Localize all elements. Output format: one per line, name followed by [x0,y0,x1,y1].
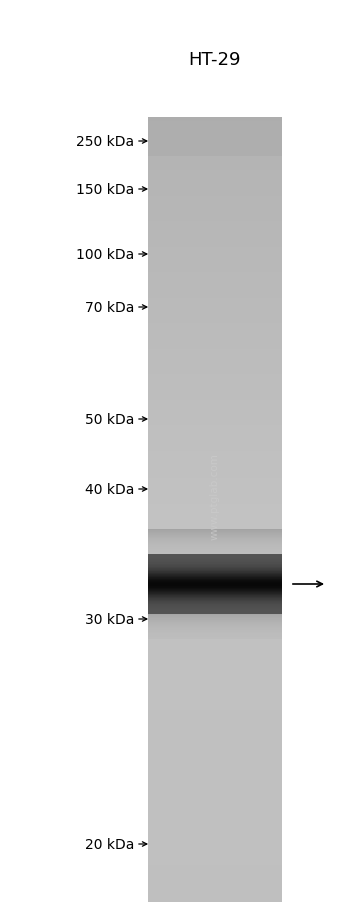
Text: 150 kDa: 150 kDa [76,183,134,197]
Text: 40 kDa: 40 kDa [85,483,134,496]
Text: 70 kDa: 70 kDa [85,300,134,315]
Text: 250 kDa: 250 kDa [76,135,134,149]
Text: 50 kDa: 50 kDa [85,412,134,427]
Text: 20 kDa: 20 kDa [85,837,134,851]
Text: www.ptglab.com: www.ptglab.com [210,453,220,539]
Text: 30 kDa: 30 kDa [85,612,134,626]
Text: 100 kDa: 100 kDa [76,248,134,262]
Text: HT-29: HT-29 [189,51,241,69]
